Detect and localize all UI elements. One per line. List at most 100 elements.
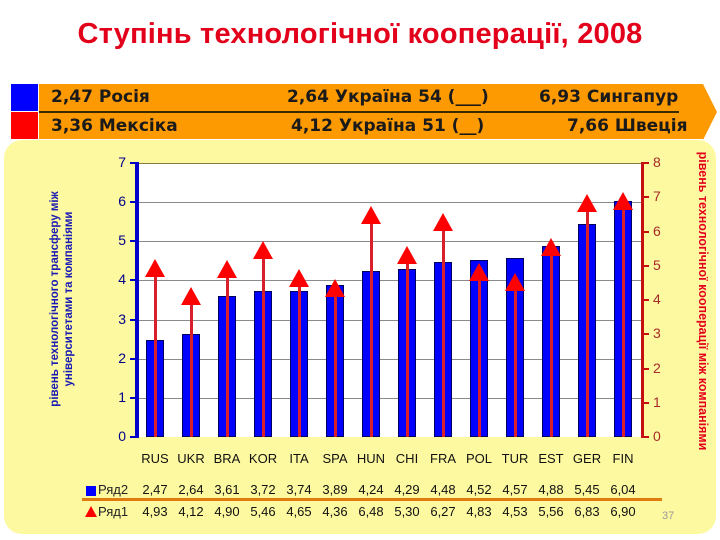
arrow-head-icon (577, 194, 597, 213)
table-cell: 5,30 (394, 504, 420, 519)
arrow-head-icon (181, 286, 201, 305)
banner-r2-c1: 3,36 Мексіка (51, 116, 178, 136)
right-tick-label: 3 (653, 325, 661, 342)
table-cell: 4,36 (322, 504, 348, 519)
table-cell: 4,29 (394, 482, 420, 497)
category-label: FIN (612, 451, 634, 466)
category-label: FRA (430, 451, 456, 466)
left-tick-label: 1 (118, 388, 126, 405)
right-tick-label: 5 (653, 256, 661, 273)
table-cell: 4,83 (466, 504, 492, 519)
arrow-head-icon (433, 213, 453, 232)
row-label-ryad1: Ряд1 (98, 504, 129, 519)
category-label: TUR (501, 451, 529, 466)
arrow-stem-chi (405, 255, 409, 437)
table-cell: 5,46 (250, 504, 276, 519)
arrow-stem-hun (369, 215, 373, 437)
arrow-stem-ger (585, 203, 589, 437)
legend-square-icon (86, 486, 96, 496)
y-axis-left (135, 162, 139, 438)
table-cell: 4,52 (466, 482, 492, 497)
table-cell: 4,53 (502, 504, 528, 519)
left-tick (130, 318, 137, 321)
table-cell: 4,48 (430, 482, 456, 497)
arrow-stem-bra (225, 269, 229, 437)
banner-arrow-icon (703, 84, 717, 140)
arrow-stem-ukr (189, 295, 193, 437)
left-tick-label: 7 (118, 154, 126, 170)
arrow-stem-rus (153, 268, 157, 437)
right-tick-label: 4 (653, 291, 661, 307)
right-tick-label: 6 (653, 222, 661, 239)
table-cell: 6,48 (358, 504, 384, 519)
plot-area (137, 163, 641, 437)
blue-swatch (11, 84, 38, 111)
gridline (137, 359, 641, 360)
left-tick (130, 436, 137, 438)
left-tick (130, 201, 137, 204)
right-tick-label: 7 (653, 188, 661, 205)
table-cell: 4,65 (286, 504, 312, 519)
gridline-top (137, 163, 641, 164)
category-label: UKR (177, 451, 205, 466)
gridline (137, 241, 641, 242)
gridline (137, 398, 641, 399)
left-tick-label: 2 (118, 349, 126, 366)
banner-r1-c1: 2,47 Росія (51, 87, 150, 107)
table-cell: 3,74 (286, 482, 312, 497)
category-label: RUS (141, 451, 169, 466)
left-tick (130, 240, 137, 243)
left-tick-label: 0 (118, 428, 126, 444)
arrow-stem-fra (441, 222, 445, 437)
right-tick (641, 401, 649, 404)
legend-triangle-icon (85, 506, 97, 517)
banner-r2-c2: 4,12 Україна 51 (__) (291, 116, 485, 136)
right-tick (641, 367, 649, 370)
table-cell: 6,04 (610, 482, 636, 497)
banner-divider (39, 111, 679, 113)
arrow-head-icon (541, 237, 561, 256)
category-label: KOR (248, 451, 278, 466)
table-cell: 5,56 (538, 504, 564, 519)
arrow-head-icon (397, 246, 417, 265)
left-tick (130, 279, 137, 282)
arrow-head-icon (325, 278, 345, 297)
left-tick (130, 357, 137, 360)
table-cell: 4,93 (142, 504, 168, 519)
arrow-stem-fin (621, 200, 625, 437)
table-cell: 6,27 (430, 504, 456, 519)
right-tick (641, 264, 649, 267)
arrow-head-icon (505, 272, 525, 291)
table-cell: 4,57 (502, 482, 528, 497)
table-cell: 4,88 (538, 482, 564, 497)
arrow-stem-pol (477, 271, 481, 437)
arrow-stem-est (549, 246, 553, 437)
y-axis-right-label: рівень технологічної кооперації між комп… (696, 151, 710, 451)
arrow-head-icon (253, 240, 273, 259)
table-cell: 2,64 (178, 482, 204, 497)
category-label: POL (465, 451, 492, 466)
category-label: BRA (213, 451, 241, 466)
left-tick-label: 5 (118, 232, 126, 249)
right-tick (641, 230, 649, 233)
right-tick (641, 299, 649, 301)
category-label: HUN (356, 451, 386, 466)
arrow-stem-kor (261, 249, 265, 437)
right-tick (641, 196, 649, 199)
arrow-head-icon (361, 206, 381, 225)
arrow-head-icon (469, 262, 489, 281)
arrow-head-icon (145, 259, 165, 278)
category-label: GER (572, 451, 602, 466)
table-cell: 3,89 (322, 482, 348, 497)
table-cell: 4,12 (178, 504, 204, 519)
right-tick (641, 162, 649, 164)
left-tick-label: 4 (118, 271, 126, 288)
right-tick-label: 1 (653, 393, 661, 410)
table-cell: 6,83 (574, 504, 600, 519)
right-tick-label: 2 (653, 359, 661, 376)
banner-r2-c3: 7,66 Швеція (567, 116, 688, 136)
category-label: ITA (289, 451, 309, 466)
arrow-head-icon (289, 268, 309, 287)
arrow-stem-tur (513, 281, 517, 437)
left-tick (130, 396, 137, 399)
